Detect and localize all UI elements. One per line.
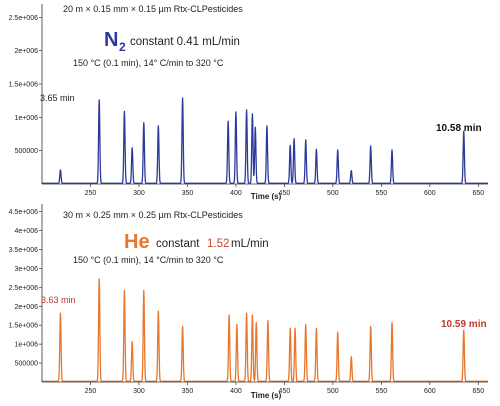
carrier-gas-label: N	[104, 29, 118, 51]
column-spec-text: 30 m × 0.25 mm × 0.25 µm Rtx-CLPesticide…	[63, 210, 243, 220]
y-tick-label: 3e+006	[14, 266, 38, 273]
y-tick-label: 4.5e+006	[9, 209, 38, 216]
x-tick-label: 400	[230, 190, 242, 197]
y-tick-label: 4e+006	[14, 228, 38, 235]
chromatogram-he-panel: 500000 1e+006 1.5e+006 2e+006 2.5e+006 3e+006…	[9, 204, 488, 400]
y-tick-label: 3.5e+006	[9, 247, 38, 254]
x-tick-label: 600	[424, 388, 436, 395]
column-spec-text: 20 m × 0.15 mm × 0.15 µm Rtx-CLPesticide…	[63, 4, 243, 14]
x-axis-title: Time (s)	[251, 391, 282, 400]
flow-value-text: 1.52	[207, 238, 229, 250]
y-tick-label: 1.5e+006	[9, 323, 38, 330]
y-tick-label: 1.5e+006	[9, 82, 38, 89]
x-tick-label: 300	[133, 190, 145, 197]
first-peak-label: 3.63 min	[41, 295, 76, 305]
y-tick-label: 1e+006	[14, 342, 38, 349]
x-tick-label: 650	[472, 388, 484, 395]
flow-text: constant 0.41 mL/min	[130, 36, 240, 48]
carrier-gas-label: He	[124, 231, 150, 253]
carrier-gas-subscript: 2	[119, 40, 126, 54]
x-tick-label: 550	[376, 388, 388, 395]
x-tick-label: 500	[327, 190, 339, 197]
last-peak-label: 10.59 min	[441, 319, 487, 330]
y-axis-ticks: 500000 1e+006 1.5e+006 2e+006 2.5e+006 3e+006…	[9, 209, 42, 367]
x-tick-label: 650	[472, 190, 484, 197]
y-tick-label: 500000	[15, 148, 38, 155]
first-peak-label: 3.65 min	[40, 93, 75, 103]
oven-program-text: 150 °C (0.1 min), 14° C/min to 320 °C	[73, 58, 224, 68]
y-tick-label: 2e+006	[14, 304, 38, 311]
x-tick-label: 300	[133, 388, 145, 395]
y-tick-label: 2.5e+006	[9, 285, 38, 292]
x-tick-label: 400	[230, 388, 242, 395]
chromatogram-n2-panel: 500000 1e+006 1.5e+006 2e+006 2.5e+006 250 30…	[9, 4, 488, 201]
x-tick-label: 550	[376, 190, 388, 197]
x-axis-ticks: 250 300 350 400 450 500 550 600 650	[85, 184, 485, 197]
x-axis-ticks: 250 300 350 400 450 500 550 600 650	[85, 382, 485, 395]
n2-chromatogram-trace	[42, 98, 488, 183]
last-peak-label: 10.58 min	[436, 123, 482, 134]
x-tick-label: 250	[85, 190, 97, 197]
x-tick-label: 350	[182, 190, 194, 197]
flow-unit-text: mL/min	[231, 238, 269, 250]
y-tick-label: 2.5e+006	[9, 15, 38, 22]
y-tick-label: 1e+006	[14, 115, 38, 122]
x-tick-label: 600	[424, 190, 436, 197]
y-tick-label: 2e+006	[14, 48, 38, 55]
y-axis-ticks: 500000 1e+006 1.5e+006 2e+006 2.5e+006	[9, 15, 42, 155]
y-tick-label: 500000	[15, 361, 38, 368]
x-tick-label: 350	[182, 388, 194, 395]
x-tick-label: 250	[85, 388, 97, 395]
x-tick-label: 500	[327, 388, 339, 395]
x-axis-title: Time (s)	[251, 192, 282, 201]
he-chromatogram-trace	[42, 279, 488, 381]
flow-prefix-text: constant	[156, 238, 200, 250]
oven-program-text: 150 °C (0.1 min), 14 °C/min to 320 °C	[73, 255, 224, 265]
